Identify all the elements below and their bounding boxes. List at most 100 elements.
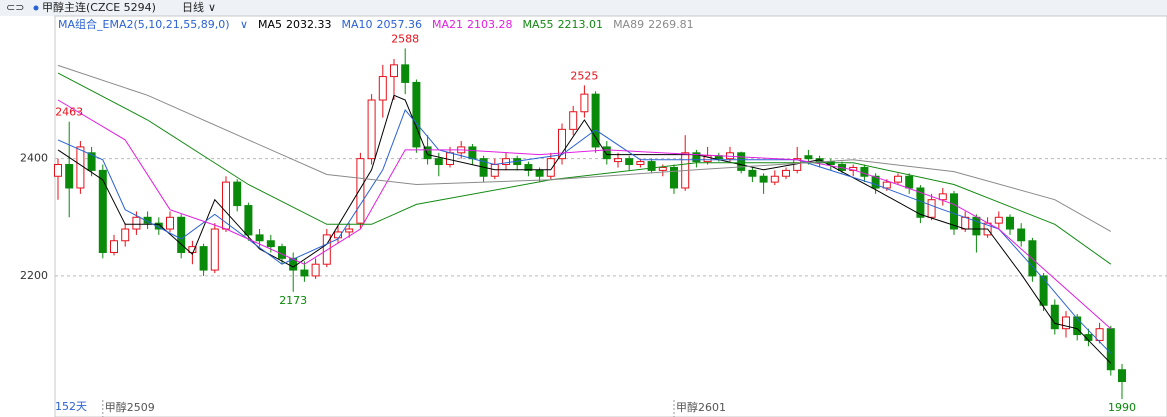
indicator-caret[interactable]: ∨	[240, 18, 248, 31]
candle-body	[1106, 328, 1115, 371]
link-icon[interactable]: ⊂⊃	[6, 1, 24, 14]
legend-name: MA21	[432, 18, 463, 31]
candle-body	[345, 228, 354, 233]
candle-body	[1062, 316, 1070, 330]
candle-body	[468, 146, 477, 160]
candle-body	[65, 164, 74, 189]
candle-body	[546, 158, 555, 177]
candle-body	[255, 234, 264, 242]
candle-body	[905, 175, 914, 189]
candle-body	[502, 158, 510, 166]
legend-value: 2103.28	[467, 18, 513, 31]
candle-body	[591, 93, 600, 148]
candle-body	[658, 166, 667, 171]
candle-body	[87, 152, 96, 171]
candle-body	[266, 240, 275, 248]
legend-name: MA55	[523, 18, 554, 31]
candle-body	[938, 193, 947, 201]
legend-name: MA89	[613, 18, 644, 31]
candle-body	[334, 231, 342, 239]
candle-body	[569, 111, 578, 130]
candle-body	[994, 216, 1003, 224]
candle-body	[188, 246, 197, 253]
candle-body	[98, 169, 107, 253]
day-count: 152天	[55, 400, 87, 413]
candle-body	[1006, 216, 1014, 230]
candle-body	[636, 161, 645, 166]
y-tick-label: 2200	[20, 269, 48, 282]
candle-body	[110, 240, 118, 253]
candle-body	[871, 175, 880, 189]
candle-body	[54, 164, 62, 177]
candle-body	[199, 246, 208, 271]
candle-body	[972, 216, 981, 236]
extreme-label: 2173	[279, 294, 307, 307]
candle-body	[143, 216, 152, 224]
candle-body	[490, 164, 499, 177]
extreme-label: 1990	[1108, 401, 1136, 414]
candle-body	[602, 146, 611, 160]
candle-body	[434, 158, 443, 166]
candle-body	[894, 175, 902, 183]
candle-body	[121, 228, 130, 242]
candle-body	[367, 99, 376, 160]
plot-area	[54, 15, 1167, 417]
header-bar	[0, 0, 1167, 16]
legend-value: 2032.33	[286, 18, 332, 31]
candle-body	[927, 199, 936, 218]
candle-body	[692, 152, 701, 163]
candle-body	[278, 246, 286, 259]
candle-body	[737, 152, 746, 171]
indicator-selector[interactable]: MA组合_EMA2(5,10,21,55,89,0)	[58, 17, 230, 31]
legend-value: 2057.36	[377, 18, 423, 31]
candle-body	[580, 93, 589, 113]
candle-body	[210, 228, 219, 271]
candle-body	[647, 161, 656, 171]
x-tick-label: 甲醇2509	[105, 400, 155, 414]
candle-body	[759, 175, 768, 183]
ma-line	[57, 94, 1112, 364]
candle-body	[1118, 369, 1126, 382]
candle-body	[961, 216, 970, 230]
period-caret[interactable]: ∨	[208, 1, 216, 14]
candle-body	[177, 216, 186, 253]
extreme-label: 2463	[55, 106, 83, 119]
candle-body	[782, 169, 790, 177]
ma-line	[57, 72, 1112, 265]
candle-body	[154, 222, 163, 230]
candle-body	[804, 155, 813, 160]
candle-body	[244, 205, 253, 236]
period-selector[interactable]: 日线	[182, 0, 204, 14]
candle-body	[423, 146, 432, 160]
candle-body	[233, 181, 242, 207]
candle-body	[1017, 228, 1026, 242]
candle-body	[311, 263, 320, 277]
y-tick-label: 2400	[20, 152, 48, 165]
candle-body	[558, 128, 566, 160]
extreme-label: 2525	[570, 69, 598, 82]
candle-body	[222, 181, 230, 230]
candle-body	[1039, 275, 1048, 306]
candle-body	[524, 164, 533, 171]
ma-line	[57, 64, 1112, 232]
legend-name: MA5	[258, 18, 282, 31]
candle-body	[401, 64, 410, 83]
candle-body	[614, 158, 622, 163]
legend-name: MA10	[342, 18, 373, 31]
status-dot	[33, 5, 39, 11]
candle-body	[703, 155, 712, 163]
candle-body	[950, 193, 958, 230]
candle-body	[770, 175, 779, 183]
ma-legend: MA5 2032.33 MA10 2057.36 MA21 2103.28 MA55 2213…	[258, 18, 694, 31]
legend-value: 2213.01	[558, 18, 604, 31]
ma-line	[57, 109, 1112, 354]
candle-body	[300, 269, 309, 277]
candle-body	[166, 216, 174, 230]
candle-body	[132, 216, 141, 230]
contract-title: 甲醇主连(CZCE 5294)	[42, 0, 156, 14]
candle-body	[76, 146, 85, 189]
candle-body	[1050, 304, 1059, 330]
candle-body	[1095, 328, 1104, 341]
candle-body	[412, 81, 421, 148]
